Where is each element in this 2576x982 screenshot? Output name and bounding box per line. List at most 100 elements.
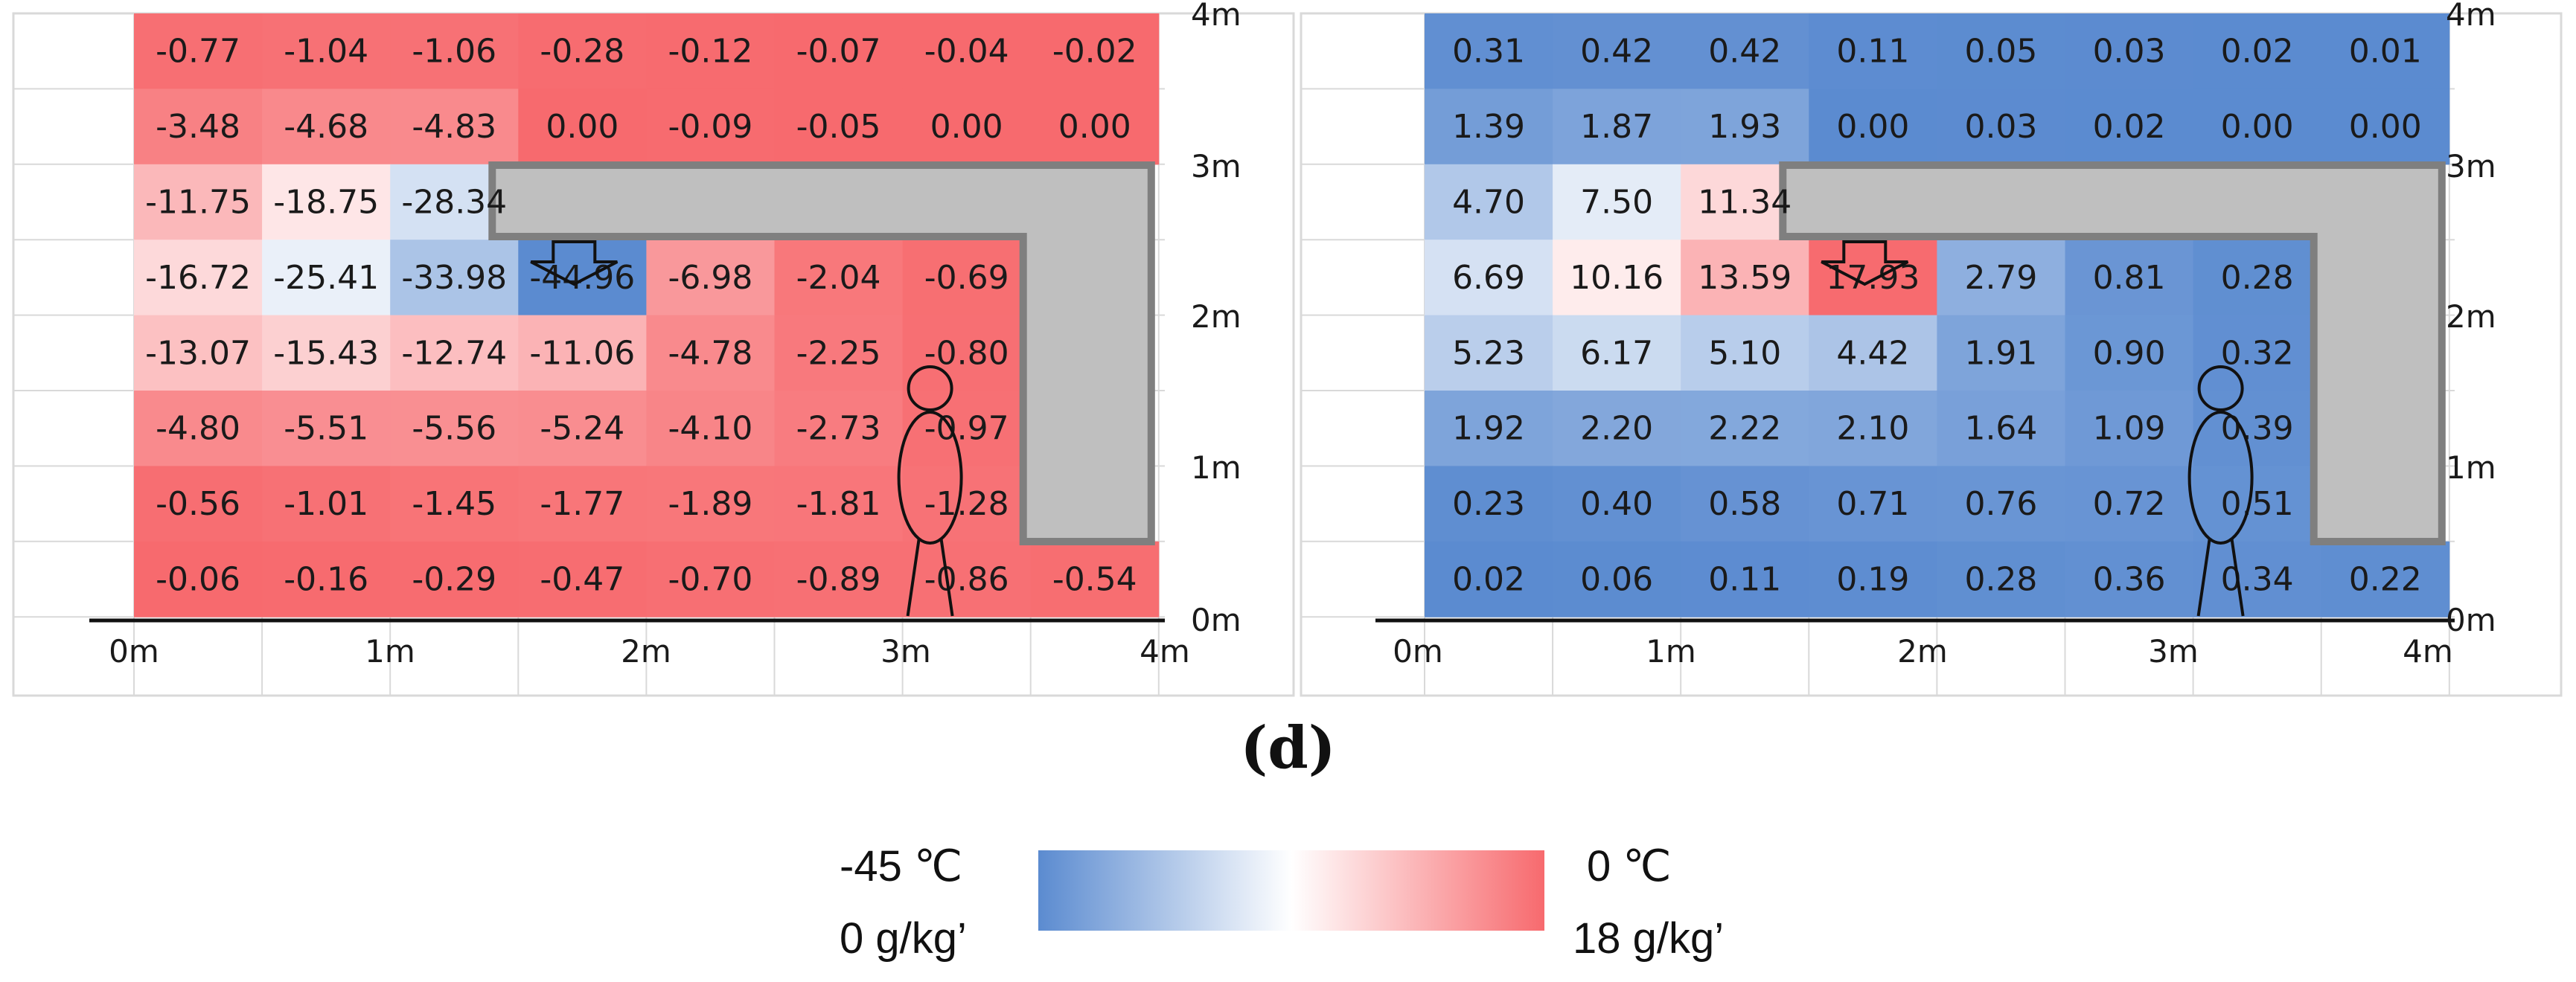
heatmap-cell xyxy=(1030,13,1160,89)
cell-value: -2.25 xyxy=(796,334,881,372)
cell-value: -0.86 xyxy=(924,561,1009,599)
heatmap-cell xyxy=(1809,240,1937,316)
heatmap-cell xyxy=(262,315,391,391)
cell-value: -0.69 xyxy=(924,259,1009,297)
cell-value: 0.58 xyxy=(1708,485,1781,523)
heatmap-cell xyxy=(2065,466,2194,542)
cell-value: 6.69 xyxy=(1452,259,1525,297)
cell-value: -0.07 xyxy=(796,33,881,71)
x-tick-label: 0m xyxy=(109,633,159,670)
heatmap-cell xyxy=(1425,240,1553,316)
cell-value: -18.75 xyxy=(273,184,379,222)
cell-value: -2.04 xyxy=(796,259,881,297)
heatmap-cell xyxy=(902,89,1032,165)
heatmap-cell xyxy=(1425,13,1553,89)
cell-value: 1.39 xyxy=(1452,108,1525,146)
cell-value: -12.74 xyxy=(401,334,507,372)
heatmap-cell xyxy=(1425,315,1553,391)
cell-value: -28.34 xyxy=(401,184,507,222)
cell-value: -4.83 xyxy=(412,108,496,146)
cell-value: -1.77 xyxy=(540,485,624,523)
cell-value: 0.36 xyxy=(2093,561,2166,599)
heatmap-cell xyxy=(262,240,391,316)
cell-value: 0.11 xyxy=(1836,33,1909,71)
cell-value: 0.05 xyxy=(1964,33,2037,71)
heatmap-cell xyxy=(1937,13,2065,89)
y-tick-label: 1m xyxy=(1191,449,1241,486)
cell-value: -0.02 xyxy=(1052,33,1137,71)
heatmap-cell xyxy=(390,391,519,466)
heatmap-cell xyxy=(1681,391,1809,466)
heatmap-cell xyxy=(1809,541,1937,617)
airflow-arrow xyxy=(1821,240,1909,286)
heatmap-cell xyxy=(2193,391,2322,466)
heatmap-cell xyxy=(390,315,519,391)
y-tick-label: 3m xyxy=(2446,148,2496,184)
heatmap-cell xyxy=(390,13,519,89)
cell-value: -4.10 xyxy=(668,410,753,448)
person-figure xyxy=(2187,365,2254,617)
cell-value: -0.05 xyxy=(796,108,881,146)
cell-value: 0.00 xyxy=(2349,108,2422,146)
x-tick-label: 0m xyxy=(1393,633,1443,670)
cell-value: -5.51 xyxy=(284,410,368,448)
cell-value: -0.56 xyxy=(156,485,240,523)
y-tick-label: 4m xyxy=(2446,0,2496,33)
x-tick-label: 4m xyxy=(2403,633,2453,670)
heatmap-cell xyxy=(1553,164,1681,240)
cell-value: 0.40 xyxy=(1580,485,1653,523)
heatmap-cell xyxy=(1937,89,2065,165)
cell-value: -16.72 xyxy=(145,259,251,297)
cell-value: 0.19 xyxy=(1836,561,1909,599)
cell-value: 1.91 xyxy=(1964,334,2037,372)
heatmap-cell xyxy=(1681,13,1809,89)
cell-value: -0.47 xyxy=(540,561,624,599)
heatmap-cell xyxy=(2065,13,2194,89)
x-tick-label: 1m xyxy=(365,633,415,670)
heatmap-cell xyxy=(1809,315,1937,391)
cell-value: 10.16 xyxy=(1570,259,1663,297)
heatmap-cell xyxy=(774,13,904,89)
heatmap-cell xyxy=(1553,391,1681,466)
heatmap-cell xyxy=(2193,466,2322,542)
heatmap-cell xyxy=(1553,541,1681,617)
heatmap-cell xyxy=(774,541,904,617)
cell-value: -1.81 xyxy=(796,485,881,523)
cell-value: -1.04 xyxy=(284,33,368,71)
cell-value: 0.03 xyxy=(1964,108,2037,146)
legend-min-humidity: 0 g/kg’ xyxy=(840,914,967,963)
cell-value: 2.79 xyxy=(1964,259,2037,297)
heatmap-cell xyxy=(1937,315,2065,391)
x-tick-label: 2m xyxy=(1897,633,1948,670)
cell-value: -1.45 xyxy=(412,485,496,523)
x-tick-label: 3m xyxy=(880,633,931,670)
duct-shape xyxy=(488,161,1155,545)
cell-value: 0.28 xyxy=(2221,259,2294,297)
cell-value: 0.23 xyxy=(1452,485,1525,523)
cell-value: -5.56 xyxy=(412,410,496,448)
heatmap-cell xyxy=(1553,315,1681,391)
cell-value: -1.89 xyxy=(668,485,753,523)
heatmap-cell xyxy=(902,240,1032,316)
heatmap-cell xyxy=(902,541,1032,617)
heatmap-cell xyxy=(774,89,904,165)
heatmap-cell xyxy=(646,13,775,89)
heatmap-cell xyxy=(902,315,1032,391)
cell-value: -0.12 xyxy=(668,33,753,71)
cell-value: 1.87 xyxy=(1580,108,1653,146)
x-tick-label: 4m xyxy=(1140,633,1190,670)
cell-value: 0.03 xyxy=(2093,33,2166,71)
cell-value: 1.09 xyxy=(2093,410,2166,448)
heatmap-cell xyxy=(902,391,1032,466)
x-tick-label: 2m xyxy=(621,633,671,670)
cell-value: 0.01 xyxy=(2349,33,2422,71)
heatmap-cell xyxy=(2065,240,2194,316)
heatmap-cell xyxy=(2193,315,2322,391)
heatmap-cell xyxy=(646,315,775,391)
cell-value: 0.02 xyxy=(2093,108,2166,146)
heatmap-cell xyxy=(134,466,263,542)
heatmap-cell xyxy=(2193,89,2322,165)
figure: -0.77 -1.04 -1.06 -0.28 -0.12 -0.07 -0.04 -0.02… xyxy=(12,0,2563,697)
heatmap-cell xyxy=(2193,13,2322,89)
y-tick-label: 3m xyxy=(1191,148,1241,184)
